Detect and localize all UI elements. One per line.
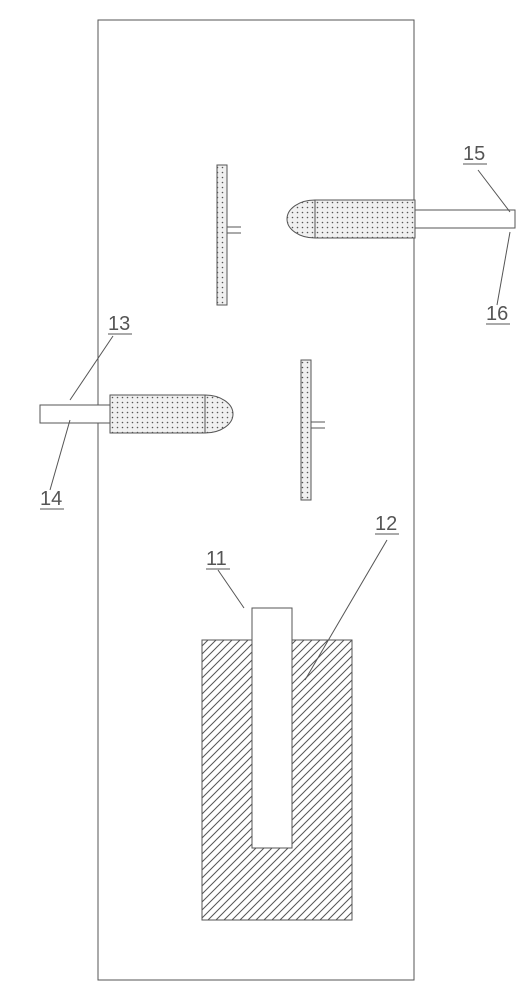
label-16: 16 [486,303,508,325]
label-14: 14 [40,488,62,510]
vane-upper [217,165,241,305]
label-13: 13 [108,313,130,335]
vane-lower [301,360,325,500]
leader-16 [497,232,510,305]
label-15: 15 [463,143,485,165]
inner-rod [252,608,292,848]
leader-11 [218,570,244,608]
probe-left [40,395,233,433]
label-11: 11 [206,548,227,570]
label-12: 12 [375,513,397,535]
diagram-canvas: 11 12 13 14 15 16 [0,0,530,1000]
probe-right [287,200,515,238]
leader-15 [478,170,510,212]
leader-13 [70,336,113,400]
leader-14 [50,420,70,490]
